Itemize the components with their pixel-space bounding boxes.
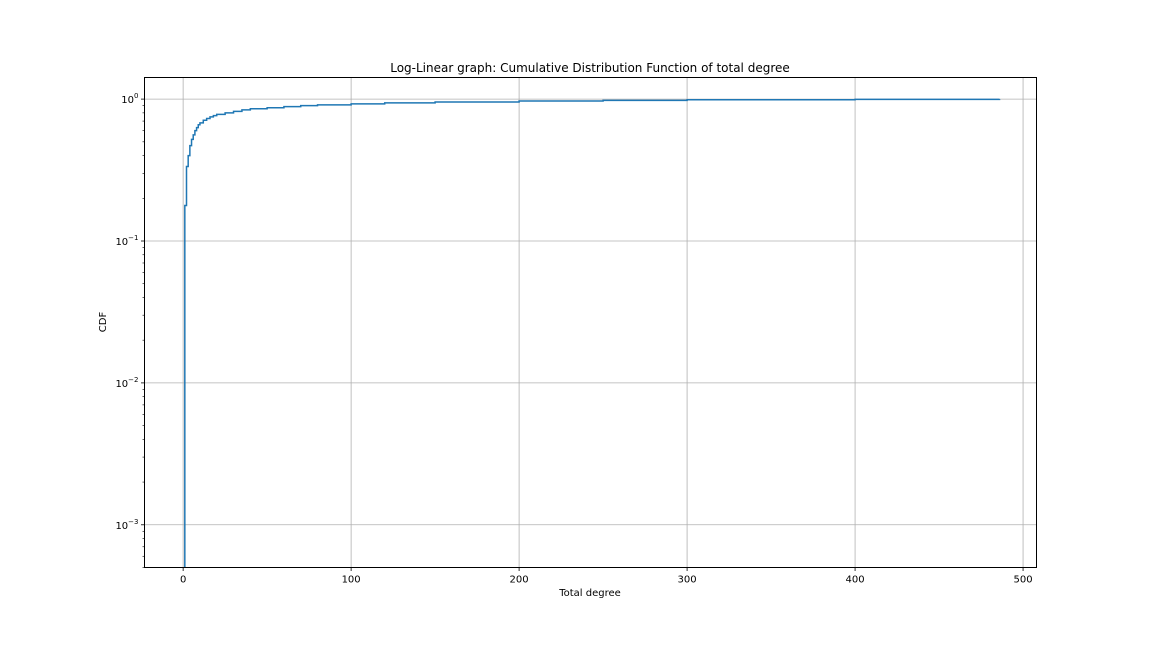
x-tick-label: 400	[846, 575, 865, 586]
x-tick-label: 300	[678, 575, 697, 586]
x-tick-label: 200	[510, 575, 529, 586]
x-tick-label: 100	[342, 575, 361, 586]
x-axis-ticks: 0 100 200 300 400 500	[180, 567, 1033, 586]
cdf-series-line	[184, 98, 1001, 568]
plot-frame	[144, 77, 1037, 568]
chart-title: Log-Linear graph: Cumulative Distributio…	[390, 61, 790, 75]
y-tick-label: 10−3	[115, 518, 138, 532]
y-axis-ticks: 10−3 10−2 10−1 100	[115, 92, 145, 532]
series-group	[184, 98, 1001, 568]
y-axis-label: CDF	[98, 312, 109, 333]
x-axis-label: Total degree	[558, 588, 621, 599]
y-tick-label: 10−1	[115, 234, 138, 248]
y-tick-label: 10−2	[115, 376, 138, 390]
x-tick-label: 0	[180, 575, 186, 586]
y-tick-label: 100	[121, 92, 138, 106]
x-tick-label: 500	[1014, 575, 1033, 586]
